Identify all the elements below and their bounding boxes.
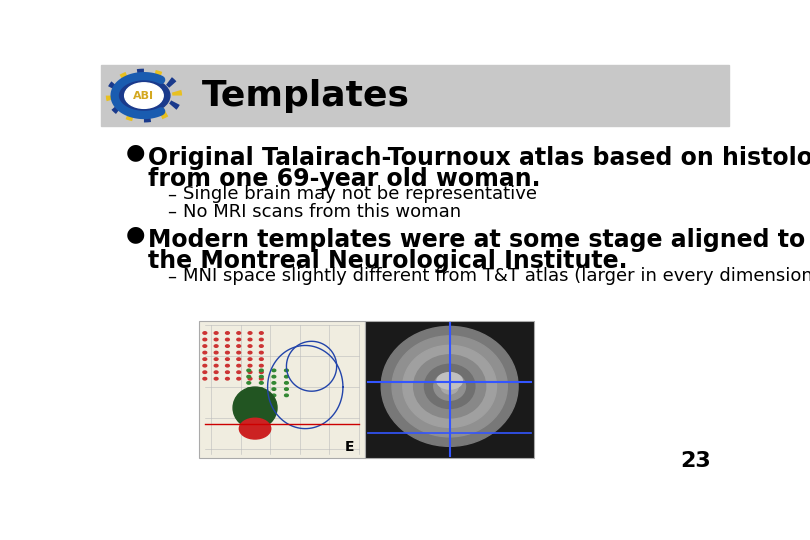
Circle shape [259,382,263,384]
Circle shape [248,332,252,334]
Circle shape [203,332,207,334]
Circle shape [214,332,218,334]
Circle shape [259,371,263,374]
Ellipse shape [240,418,271,439]
Bar [198,321,364,458]
Circle shape [248,345,252,347]
Circle shape [284,375,288,378]
Ellipse shape [233,387,277,429]
Ellipse shape [437,373,463,389]
Circle shape [214,371,218,374]
Circle shape [237,338,241,341]
Circle shape [248,358,252,360]
Circle shape [247,388,250,390]
Text: Templates: Templates [202,78,410,112]
Circle shape [284,382,288,384]
Text: Original Talairach-Tournoux atlas based on histological slices: Original Talairach-Tournoux atlas based … [148,146,810,170]
Circle shape [203,345,207,347]
Circle shape [225,332,229,334]
Text: ABI: ABI [134,91,155,100]
Circle shape [125,83,164,109]
Ellipse shape [441,379,458,394]
Circle shape [225,352,229,354]
Circle shape [284,369,288,372]
Bar [364,321,535,458]
Circle shape [214,352,218,354]
Circle shape [272,394,275,396]
Circle shape [237,364,241,367]
Text: –: – [167,185,176,204]
Text: 23: 23 [680,451,711,471]
Circle shape [247,375,250,378]
Circle shape [248,371,252,374]
Circle shape [225,371,229,374]
Text: MNI space slightly different from T&T atlas (larger in every dimension).: MNI space slightly different from T&T at… [183,267,810,285]
Circle shape [272,375,275,378]
Circle shape [272,388,275,390]
Ellipse shape [403,346,497,427]
Circle shape [203,352,207,354]
Circle shape [259,352,263,354]
Circle shape [284,388,288,390]
Circle shape [259,375,263,378]
Circle shape [237,332,241,334]
Text: ●: ● [126,225,146,245]
Circle shape [272,369,275,372]
Circle shape [259,338,263,341]
Circle shape [259,364,263,367]
Circle shape [272,382,275,384]
Circle shape [247,394,250,396]
Circle shape [259,332,263,334]
Text: Modern templates were at some stage aligned to images from: Modern templates were at some stage alig… [148,228,810,252]
Circle shape [214,358,218,360]
Circle shape [225,377,229,380]
Circle shape [203,364,207,367]
Circle shape [203,377,207,380]
Text: –: – [167,267,176,285]
Ellipse shape [382,326,518,447]
Circle shape [214,364,218,367]
Circle shape [203,371,207,374]
Circle shape [214,338,218,341]
Circle shape [259,394,263,396]
Text: ●: ● [126,143,146,163]
Circle shape [248,352,252,354]
Circle shape [237,377,241,380]
Text: from one 69-year old woman.: from one 69-year old woman. [148,167,541,191]
Circle shape [203,358,207,360]
Text: No MRI scans from this woman: No MRI scans from this woman [183,203,461,221]
Circle shape [247,382,250,384]
Text: E: E [344,440,354,454]
Circle shape [259,377,263,380]
Circle shape [118,78,170,113]
Circle shape [248,338,252,341]
Circle shape [259,358,263,360]
Circle shape [284,394,288,396]
Circle shape [225,364,229,367]
Circle shape [248,377,252,380]
Circle shape [237,371,241,374]
Circle shape [225,345,229,347]
Ellipse shape [414,355,486,418]
Circle shape [248,364,252,367]
Circle shape [237,345,241,347]
Circle shape [225,338,229,341]
Ellipse shape [434,373,466,400]
Circle shape [214,345,218,347]
Circle shape [247,369,250,372]
Circle shape [214,377,218,380]
Circle shape [237,352,241,354]
Circle shape [259,369,263,372]
Circle shape [225,358,229,360]
Circle shape [259,388,263,390]
Ellipse shape [424,364,475,408]
Text: Single brain may not be representative: Single brain may not be representative [183,185,537,204]
Bar [101,65,729,126]
Circle shape [203,338,207,341]
Text: the Montreal Neurological Institute.: the Montreal Neurological Institute. [148,248,628,273]
Circle shape [259,345,263,347]
Ellipse shape [392,336,507,437]
Circle shape [237,358,241,360]
Text: –: – [167,203,176,221]
